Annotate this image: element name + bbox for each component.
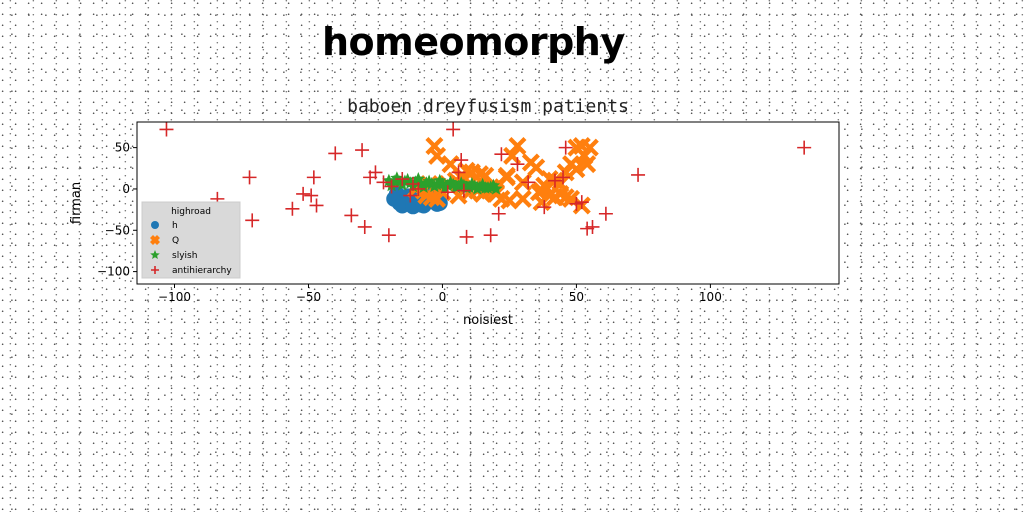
point-antihierarchy [355,143,370,158]
point-antihierarchy [454,153,469,168]
point-antihierarchy [456,183,471,198]
point-slyish [443,175,458,188]
point-antihierarchy [411,181,426,196]
point-antihierarchy [309,198,324,213]
point-antihierarchy [384,179,399,194]
plot-area: −100 −50 0 50 100 50 0 −50 −100 [97,121,840,304]
point-slyish [470,181,484,195]
point-Q [476,166,495,185]
point-antihierarchy [296,186,311,201]
x-tick-label: −100 [158,290,191,304]
chart-subtitle: baboen dreyfusism patients [347,96,629,117]
x-tick-label: 50 [569,290,584,304]
legend-label-slyish: slyish [172,251,197,261]
point-antihierarchy [368,165,383,180]
y-tick-label: 50 [115,141,130,155]
point-antihierarchy [491,206,506,221]
point-antihierarchy [381,228,396,243]
point-antihierarchy [403,188,418,203]
point-Q [497,166,516,185]
point-antihierarchy [451,165,466,180]
point-antihierarchy [558,140,573,155]
point-Q [428,146,447,165]
point-slyish [422,174,436,188]
point-antihierarchy [580,221,595,236]
point-antihierarchy [344,208,359,223]
legend-marker-slyish [150,250,160,259]
point-antihierarchy [376,175,391,190]
point-slyish [390,171,404,184]
point-antihierarchy [494,147,509,162]
legend-title: highroad [171,207,211,217]
x-tick-label: 0 [439,290,447,304]
x-tick-label: 100 [699,290,722,304]
y-tick-label: −50 [105,223,130,237]
point-antihierarchy [483,228,498,243]
x-tick-label: −50 [296,290,321,304]
point-Q [551,174,570,193]
point-antihierarchy [446,122,461,137]
point-slyish [433,173,447,187]
point-Q [578,155,597,174]
legend-marker-Q [150,235,160,245]
y-axis-label: firman [69,182,84,224]
point-antihierarchy [306,170,321,185]
point-Q [500,191,519,210]
point-antihierarchy [328,146,343,161]
point-Q [503,146,522,165]
point-antihierarchy [159,122,174,137]
legend-marker-antihierarchy [151,266,159,274]
point-antihierarchy [598,206,613,221]
legend-label-h: h [172,221,178,231]
point-Q [545,188,564,207]
point-slyish [476,177,490,191]
point-antihierarchy [285,201,300,216]
point-slyish [486,178,500,192]
point-slyish [411,172,425,185]
legend-box [141,201,241,279]
point-antihierarchy [521,175,536,190]
point-antihierarchy [510,157,525,172]
series-antihierarchy [159,122,812,244]
legend-marker-h [151,221,159,229]
point-slyish [465,177,479,190]
data-marks [159,122,812,244]
point-antihierarchy [547,173,562,188]
point-antihierarchy [459,229,474,244]
x-axis-ticks: −100 −50 0 50 100 [158,284,722,304]
point-antihierarchy [245,213,260,228]
point-slyish [427,179,442,193]
point-antihierarchy [440,185,455,200]
y-tick-label: −100 [97,265,130,279]
point-slyish [417,180,431,193]
point-Q [529,183,548,202]
point-antihierarchy [797,140,812,155]
point-antihierarchy [537,200,552,215]
y-tick-label: 0 [122,182,130,196]
main-title: homeomorphy [322,20,625,64]
y-axis-ticks: 50 0 −50 −100 [97,141,137,279]
point-Q [580,138,599,157]
point-Q [567,160,586,179]
point-Q [508,136,527,155]
x-axis-label: noisiest [463,313,513,328]
point-antihierarchy [631,167,646,182]
point-slyish [481,181,495,194]
point-Q [527,158,546,177]
point-Q [513,189,532,208]
point-antihierarchy [556,170,571,185]
point-antihierarchy [395,172,410,187]
legend-label-antihierarchy: antihierarchy [172,266,232,276]
plot-frame [136,121,840,285]
point-antihierarchy [357,219,372,234]
point-antihierarchy [574,195,589,210]
point-antihierarchy [242,170,257,185]
point-antihierarchy [304,188,319,203]
point-slyish [438,181,452,194]
legend-label-Q: Q [172,236,179,246]
